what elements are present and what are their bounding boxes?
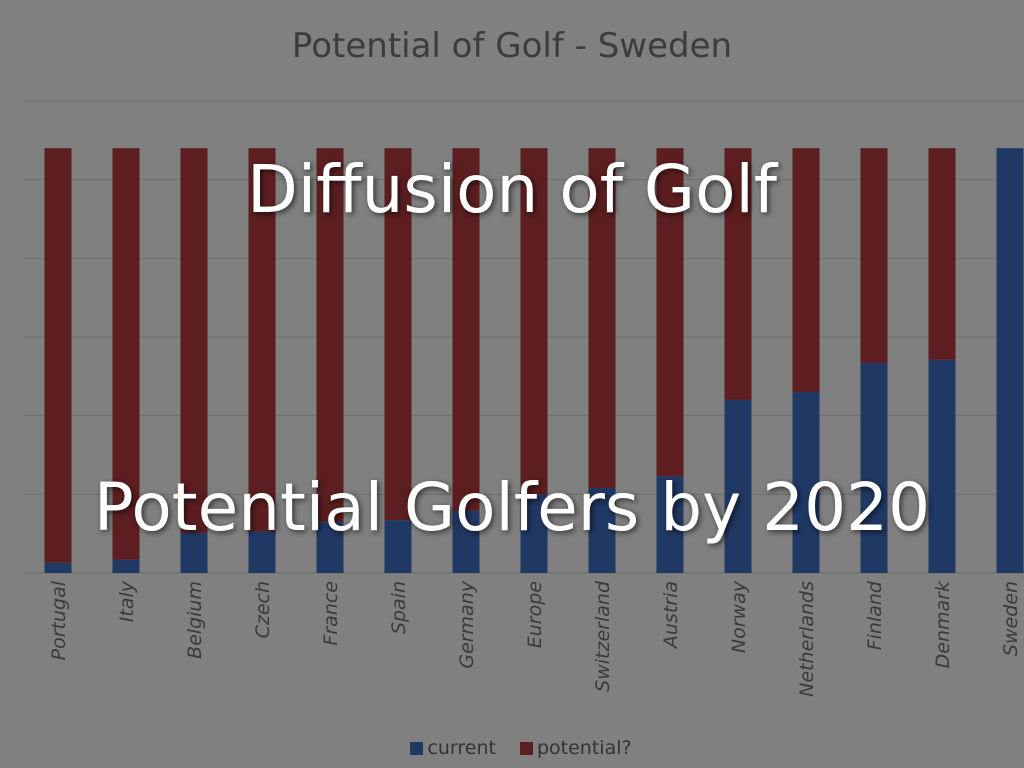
x-tick-label: Italy: [116, 580, 138, 622]
legend-label-current: current: [427, 737, 496, 759]
bar-current-portugal: [44, 562, 72, 573]
bar-current-denmark: [928, 359, 956, 573]
x-tick-label: France: [320, 581, 342, 646]
x-tick-label: Switzerland: [592, 580, 614, 692]
x-tick-label: Europe: [524, 581, 546, 648]
bar-current-france: [316, 521, 344, 573]
bar-potential-germany: [452, 148, 480, 511]
x-tick-label: Austria: [660, 581, 682, 650]
bar-current-belgium: [180, 532, 208, 573]
bar-current-europe: [520, 494, 548, 573]
bar-potential-finland: [860, 148, 888, 363]
x-tick-label: Germany: [456, 580, 478, 668]
bar-current-germany: [452, 510, 480, 573]
legend-swatch-potential: [519, 742, 533, 755]
x-tick-label: Finland: [864, 580, 886, 650]
x-tick-label: Spain: [388, 581, 410, 634]
legend-label-potential: potential?: [536, 737, 632, 759]
bar-potential-switzerland: [588, 148, 616, 489]
bar-current-switzerland: [588, 488, 616, 573]
bar-current-austria: [656, 476, 684, 573]
x-tick-label: Belgium: [184, 581, 206, 659]
bar-current-italy: [112, 559, 140, 573]
bar-potential-europe: [520, 148, 548, 495]
bar-potential-netherlands: [792, 148, 820, 393]
bar-current-finland: [860, 362, 888, 573]
chart-title: Potential of Golf - Sweden: [291, 26, 733, 66]
slide-heading: Diffusion of Golf: [246, 151, 778, 228]
legend-swatch-current: [410, 742, 424, 755]
bar-current-norway: [724, 399, 752, 573]
bar-current-czech: [248, 531, 276, 573]
bar-potential-norway: [724, 148, 752, 400]
bar-potential-italy: [112, 148, 140, 560]
x-tick-label: Norway: [728, 580, 750, 653]
bar-current-spain: [384, 520, 412, 573]
bar-potential-spain: [384, 148, 412, 521]
bar-potential-denmark: [928, 148, 956, 360]
bar-current-sweden: [996, 148, 1024, 573]
bar-potential-czech: [248, 148, 276, 532]
x-tick-label: Netherlands: [796, 581, 818, 697]
bar-potential-portugal: [44, 148, 72, 563]
x-tick-label: Denmark: [932, 580, 954, 668]
bar-potential-france: [316, 148, 344, 522]
bar-potential-austria: [656, 148, 684, 477]
x-tick-label: Czech: [252, 581, 274, 638]
chart-legend: current potential?: [0, 736, 1024, 760]
x-tick-label: Sweden: [1000, 581, 1022, 656]
bar-current-netherlands: [792, 392, 820, 573]
x-tick-label: Portugal: [48, 580, 70, 660]
slide-subheading: Potential Golfers by 2020: [93, 469, 931, 546]
bar-potential-belgium: [180, 148, 208, 533]
